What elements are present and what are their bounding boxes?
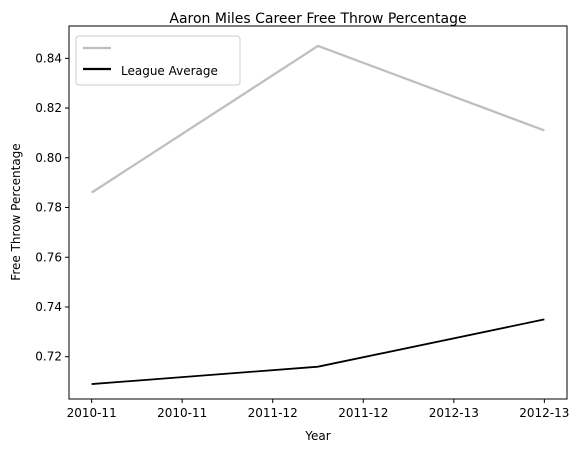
legend: League Average: [75, 35, 241, 86]
y-tick-label: 0.76: [35, 250, 62, 264]
y-axis-label: Free Throw Percentage: [9, 143, 23, 280]
y-tick-label: 0.72: [35, 350, 62, 364]
y-tick-label: 0.84: [35, 51, 62, 65]
series-line-1: [91, 318, 545, 385]
x-tick-label: 2010-11: [157, 406, 207, 420]
y-axis: 0.72 0.74 0.76 0.78 0.80 0.82 0.84: [35, 51, 69, 364]
series-lines: [91, 44, 545, 385]
x-axis: 2010-11 2010-11 2011-12 2011-12 2012-13 2012-…: [67, 399, 569, 420]
plot-area-frame: [68, 25, 568, 400]
y-tick-label: 0.80: [35, 151, 62, 165]
y-tick-label: 0.78: [35, 201, 62, 215]
x-tick-label: 2011-12: [248, 406, 298, 420]
y-tick-label: 0.82: [35, 101, 62, 115]
x-tick-label: 2011-12: [338, 406, 388, 420]
legend-frame: [75, 35, 241, 86]
x-tick-label: 2010-11: [67, 406, 117, 420]
legend-label-league-average: League Average: [121, 64, 218, 78]
x-axis-label: Year: [304, 429, 330, 443]
series-line-0: [91, 44, 545, 194]
x-tick-label: 2012-13: [519, 406, 569, 420]
y-tick-label: 0.74: [35, 300, 62, 314]
x-tick-label: 2012-13: [429, 406, 479, 420]
chart-title: Aaron Miles Career Free Throw Percentage: [169, 11, 466, 27]
